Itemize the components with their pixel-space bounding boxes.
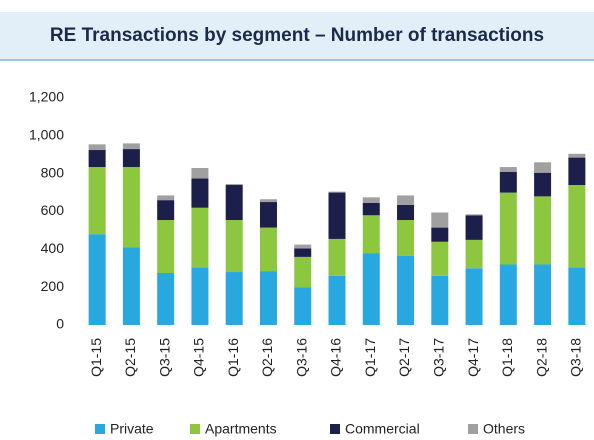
bar-segment xyxy=(328,275,346,325)
bar-segment xyxy=(259,271,277,325)
bar-segment xyxy=(328,192,346,239)
bar-segment xyxy=(294,287,312,325)
bar-segment xyxy=(157,220,175,273)
bar-segment xyxy=(397,195,415,205)
bar-segment xyxy=(88,150,106,168)
bar-segment xyxy=(294,244,312,249)
legend-label: Apartments xyxy=(205,421,277,437)
x-tick-label: Q1-15 xyxy=(88,338,104,377)
y-tick-label: 200 xyxy=(41,278,65,294)
bar-segment xyxy=(122,143,140,150)
legend-label: Commercial xyxy=(345,421,420,437)
x-tick-label: Q1-16 xyxy=(225,338,241,377)
bar-segment xyxy=(191,267,209,325)
bar-segment xyxy=(568,157,586,186)
bar-segment xyxy=(397,220,415,256)
y-tick-label: 800 xyxy=(41,164,65,180)
y-tick-label: 0 xyxy=(56,316,64,332)
bar-segment xyxy=(465,215,483,240)
bar-segment xyxy=(534,264,552,325)
x-tick-label: Q2-17 xyxy=(396,338,412,377)
legend-swatch xyxy=(468,424,478,434)
x-tick-label: Q4-15 xyxy=(191,338,207,377)
x-tick-label: Q3-15 xyxy=(156,338,172,377)
bar-segment xyxy=(225,184,243,186)
legend-swatch xyxy=(95,424,105,434)
chart-title: RE Transactions by segment – Number of t… xyxy=(50,25,544,46)
bar-segment xyxy=(191,167,209,179)
bar-segment xyxy=(88,234,106,325)
bar-segment xyxy=(568,267,586,325)
bar-segment xyxy=(157,200,175,221)
bar-segment xyxy=(259,227,277,272)
bar-segment xyxy=(225,185,243,221)
bar-segment xyxy=(465,214,483,216)
legend-swatch xyxy=(330,424,340,434)
x-tick-label: Q2-16 xyxy=(259,338,275,377)
bar-segment xyxy=(259,199,277,203)
bar-segment xyxy=(122,167,140,248)
bar-segment xyxy=(431,241,449,276)
bar-segment xyxy=(362,253,380,325)
bar-segment xyxy=(294,256,312,288)
legend-label: Others xyxy=(483,421,525,437)
y-tick-label: 600 xyxy=(41,202,65,218)
bar-segment xyxy=(534,172,552,197)
bar-segment xyxy=(122,247,140,325)
bar-segment xyxy=(88,167,106,235)
bar-segment xyxy=(122,149,140,168)
bar-segment xyxy=(328,238,346,276)
bar-segment xyxy=(397,255,415,325)
y-tick-label: 1,000 xyxy=(29,127,64,143)
bar-segment xyxy=(88,144,106,151)
bar-segment xyxy=(294,248,312,257)
bar-segment xyxy=(499,171,517,193)
bar-segment xyxy=(534,196,552,265)
x-tick-label: Q1-18 xyxy=(499,338,515,377)
bar-segment xyxy=(259,202,277,228)
bar-segment xyxy=(431,275,449,325)
x-tick-label: Q3-17 xyxy=(431,338,447,377)
x-tick-label: Q1-17 xyxy=(362,338,378,377)
legend-swatch xyxy=(190,424,200,434)
x-tick-label: Q4-17 xyxy=(465,338,481,377)
x-tick-label: Q3-18 xyxy=(568,338,584,377)
bar-segment xyxy=(465,268,483,325)
bar-segment xyxy=(362,215,380,254)
bar-segment xyxy=(568,153,586,158)
bar-segment xyxy=(431,227,449,242)
title-band xyxy=(0,12,594,60)
bar-segment xyxy=(499,192,517,265)
bar-segment xyxy=(397,204,415,221)
bar-segment xyxy=(568,185,586,268)
bar-segment xyxy=(534,162,552,173)
bar-segment xyxy=(499,264,517,325)
bar-segment xyxy=(465,239,483,269)
bar-segment xyxy=(499,167,517,172)
x-tick-label: Q3-16 xyxy=(293,338,309,377)
bar-segment xyxy=(225,220,243,273)
y-tick-label: 1,200 xyxy=(29,89,64,105)
x-tick-label: Q2-15 xyxy=(122,338,138,377)
bar-segment xyxy=(225,272,243,325)
bar-segment xyxy=(362,202,380,216)
x-tick-label: Q4-16 xyxy=(328,338,344,377)
bar-segment xyxy=(362,197,380,203)
x-tick-label: Q2-18 xyxy=(533,338,549,377)
bar-segment xyxy=(157,195,175,201)
bar-segment xyxy=(328,191,346,193)
bar-segment xyxy=(157,272,175,325)
legend-label: Private xyxy=(110,421,154,437)
bar-segment xyxy=(431,212,449,228)
bar-segment xyxy=(191,178,209,208)
y-tick-label: 400 xyxy=(41,240,65,256)
bar-segment xyxy=(191,207,209,268)
